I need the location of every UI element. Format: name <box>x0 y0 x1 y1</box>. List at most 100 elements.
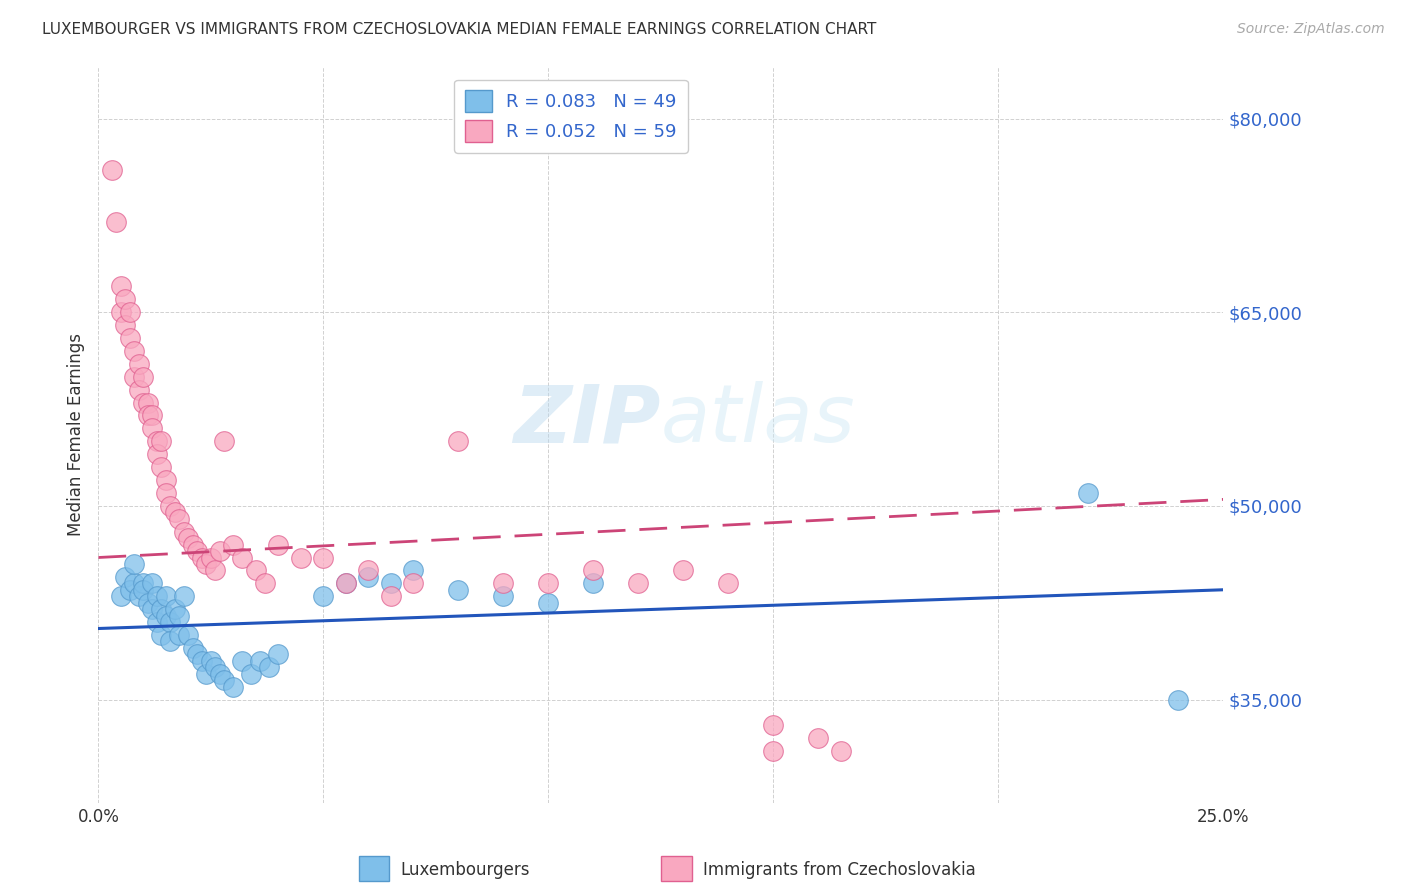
Point <box>159 634 181 648</box>
Point <box>582 563 605 577</box>
Point <box>537 576 560 591</box>
Point <box>110 589 132 603</box>
Point <box>181 538 204 552</box>
Point <box>249 654 271 668</box>
Point <box>222 538 245 552</box>
Point <box>132 395 155 409</box>
Point <box>200 654 222 668</box>
Point <box>173 524 195 539</box>
Point <box>290 550 312 565</box>
Point <box>191 654 214 668</box>
Point <box>124 369 146 384</box>
Point <box>204 660 226 674</box>
Point <box>222 680 245 694</box>
Point <box>447 582 470 597</box>
Point <box>208 666 231 681</box>
Point <box>214 434 236 449</box>
Point <box>214 673 236 687</box>
Point <box>245 563 267 577</box>
Point <box>169 628 191 642</box>
Text: LUXEMBOURGER VS IMMIGRANTS FROM CZECHOSLOVAKIA MEDIAN FEMALE EARNINGS CORRELATIO: LUXEMBOURGER VS IMMIGRANTS FROM CZECHOSL… <box>42 22 876 37</box>
Point <box>231 654 253 668</box>
Point <box>240 666 263 681</box>
Text: atlas: atlas <box>661 381 856 459</box>
Point <box>141 602 163 616</box>
Point <box>1077 486 1099 500</box>
Point <box>141 576 163 591</box>
Point <box>762 744 785 758</box>
Point <box>177 531 200 545</box>
Point <box>204 563 226 577</box>
Point <box>132 576 155 591</box>
Point <box>312 550 335 565</box>
Point <box>1167 692 1189 706</box>
Point <box>195 666 218 681</box>
Point <box>807 731 830 746</box>
Point <box>150 434 173 449</box>
Point <box>335 576 357 591</box>
Point <box>132 582 155 597</box>
Point <box>357 563 380 577</box>
Point <box>267 648 290 662</box>
Point <box>380 576 402 591</box>
Y-axis label: Median Female Earnings: Median Female Earnings <box>66 334 84 536</box>
Point <box>114 570 136 584</box>
Point <box>357 570 380 584</box>
Legend: R = 0.083   N = 49, R = 0.052   N = 59: R = 0.083 N = 49, R = 0.052 N = 59 <box>454 79 688 153</box>
Point <box>717 576 740 591</box>
Point <box>208 544 231 558</box>
Point <box>335 576 357 591</box>
Point <box>177 628 200 642</box>
Point <box>118 582 141 597</box>
Point <box>186 648 208 662</box>
Point <box>141 409 163 423</box>
Point <box>150 460 173 475</box>
Point <box>195 557 218 571</box>
Point <box>672 563 695 577</box>
Point <box>146 615 169 629</box>
Point <box>155 589 177 603</box>
Text: ZIP: ZIP <box>513 381 661 459</box>
Point <box>118 331 141 345</box>
Point <box>110 305 132 319</box>
Point <box>762 718 785 732</box>
Point <box>537 596 560 610</box>
Point <box>146 589 169 603</box>
Point <box>124 343 146 358</box>
Point <box>380 589 402 603</box>
Point <box>253 576 276 591</box>
Point <box>101 163 124 178</box>
Point <box>114 293 136 307</box>
Point <box>128 589 150 603</box>
Point <box>402 576 425 591</box>
Point <box>105 215 128 229</box>
Text: Immigrants from Czechoslovakia: Immigrants from Czechoslovakia <box>703 861 976 879</box>
Point <box>110 279 132 293</box>
Point <box>173 589 195 603</box>
Point <box>200 550 222 565</box>
Point <box>118 305 141 319</box>
Point <box>231 550 253 565</box>
Point <box>155 486 177 500</box>
Point <box>181 640 204 655</box>
Point <box>627 576 650 591</box>
Point <box>582 576 605 591</box>
Point <box>146 434 169 449</box>
Point <box>124 557 146 571</box>
Text: Source: ZipAtlas.com: Source: ZipAtlas.com <box>1237 22 1385 37</box>
Point <box>150 628 173 642</box>
Point <box>128 383 150 397</box>
Point <box>159 499 181 513</box>
Point <box>447 434 470 449</box>
Point <box>492 589 515 603</box>
Point <box>830 744 852 758</box>
Point <box>163 602 186 616</box>
Point <box>259 660 281 674</box>
Point <box>146 447 169 461</box>
Point <box>124 576 146 591</box>
Point <box>155 473 177 487</box>
Point <box>159 615 181 629</box>
Point <box>136 409 159 423</box>
Point <box>128 357 150 371</box>
Point <box>169 512 191 526</box>
